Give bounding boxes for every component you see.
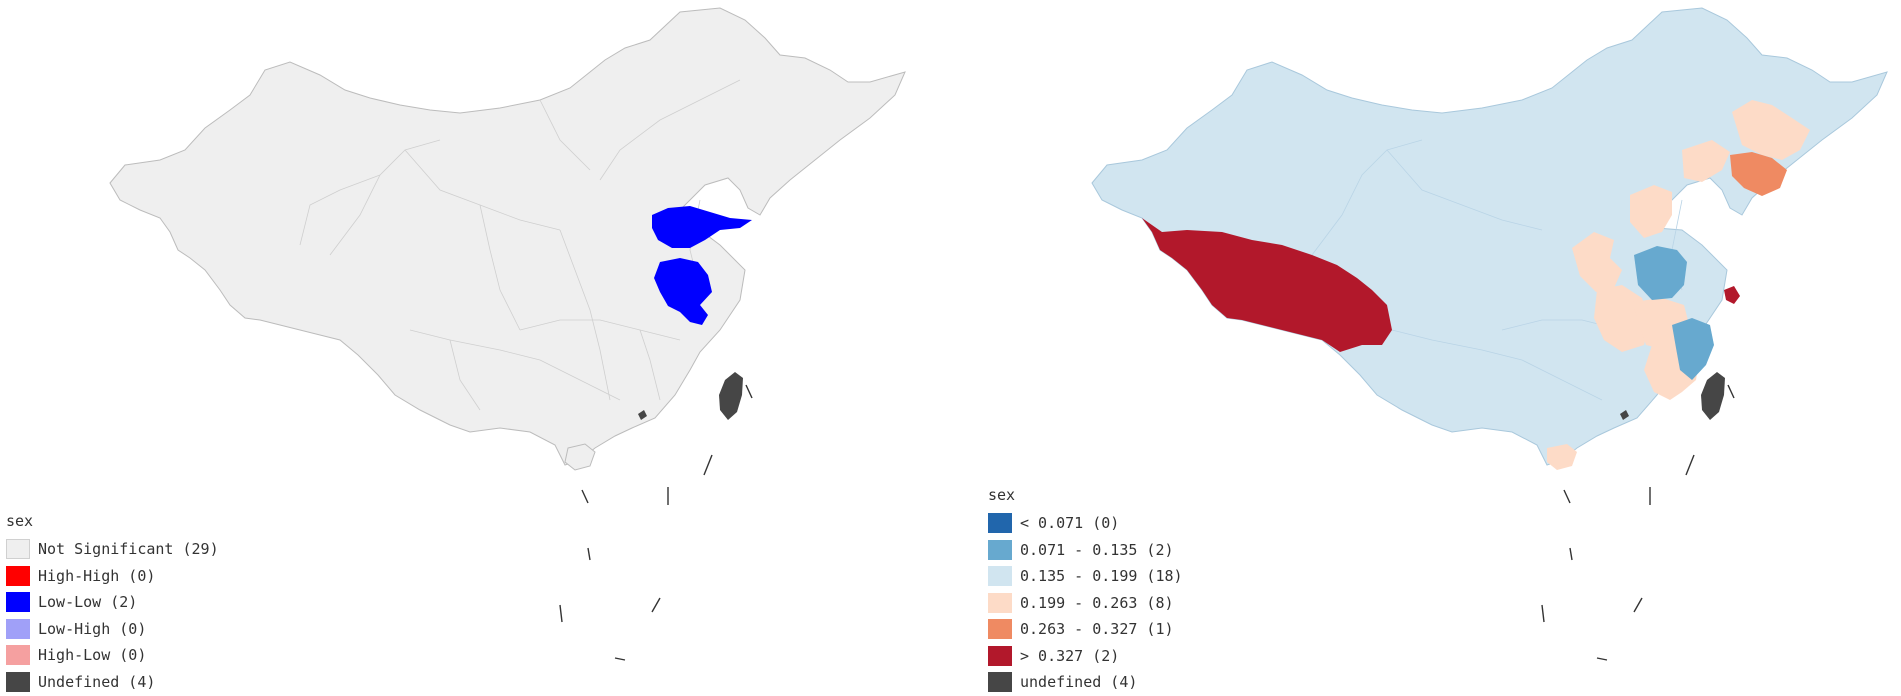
not-significant-region (109, 7, 906, 466)
legend-label: Low-Low (2) (38, 593, 138, 612)
legend-title: sex (6, 512, 34, 530)
legend-quantile: sex < 0.071 (0) 0.071 - 0.135 (2) 0.135 - … (988, 486, 1183, 696)
legend-item: 0.071 - 0.135 (2) (988, 537, 1183, 564)
legend-label: High-High (0) (38, 566, 156, 585)
legend-item: > 0.327 (2) (988, 643, 1183, 670)
legend-item: 0.199 - 0.263 (8) (988, 590, 1183, 617)
legend-item: Not Significant (29) (6, 536, 219, 563)
undefined-region-taiwan (719, 372, 743, 420)
legend-label: < 0.071 (0) (1020, 514, 1120, 533)
legend-item: High-High (0) (6, 563, 219, 590)
region-0071-0135-henan (1634, 246, 1687, 300)
legend-item: < 0.071 (0) (988, 510, 1183, 537)
legend-label: Undefined (4) (38, 672, 156, 691)
legend-title: sex (988, 486, 1016, 504)
region-0071-0135-jiangxi (1672, 318, 1714, 380)
legend-item: High-Low (0) (6, 642, 219, 669)
legend-swatch (6, 592, 30, 613)
legend-swatch (6, 645, 30, 666)
low-low-region-shandong (652, 206, 752, 248)
undefined-region-hongkong (638, 410, 647, 420)
legend-items: Not Significant (29) High-High (0) Low-Low… (6, 536, 219, 695)
legend-swatch (988, 619, 1012, 640)
legend-swatch (988, 566, 1012, 587)
lisa-cluster-map (109, 7, 906, 661)
legend-swatch (988, 539, 1012, 560)
legend-label: 0.199 - 0.263 (8) (1020, 593, 1174, 612)
legend-item: 0.263 - 0.327 (1) (988, 616, 1183, 643)
region-0199-0263-gansu (1572, 232, 1622, 292)
legend-item: Low-Low (2) (6, 589, 219, 616)
hainan-region (564, 443, 596, 471)
province-borders (299, 79, 741, 411)
legend-swatch (6, 539, 30, 560)
low-low-region-henan (654, 258, 712, 325)
legend-label: Not Significant (29) (38, 540, 219, 559)
legend-label: 0.071 - 0.135 (2) (1020, 540, 1174, 559)
legend-label: Low-High (0) (38, 619, 147, 638)
quantile-choropleth-map (1091, 7, 1888, 661)
legend-label: > 0.327 (2) (1020, 646, 1120, 665)
legend-swatch (988, 645, 1012, 666)
legend-item: Undefined (4) (6, 669, 219, 696)
undefined-region-taiwan-right (1701, 372, 1725, 420)
legend-items: < 0.071 (0) 0.071 - 0.135 (2) 0.135 - 0.19… (988, 510, 1183, 696)
legend-label: 0.263 - 0.327 (1) (1020, 620, 1174, 639)
legend-lisa: sex Not Significant (29) High-High (0) Low… (6, 512, 219, 695)
region-0263-0327-liaoning (1730, 152, 1787, 196)
legend-item: undefined (4) (988, 669, 1183, 696)
region-0199-0263-shanxi (1630, 185, 1672, 238)
legend-swatch (988, 672, 1012, 693)
region-0199-0263-hainan (1547, 444, 1577, 470)
legend-swatch (988, 592, 1012, 613)
legend-item: Low-High (0) (6, 616, 219, 643)
undefined-region-hongkong-right (1620, 410, 1629, 420)
legend-swatch (6, 671, 30, 692)
legend-swatch (988, 513, 1012, 534)
region-gt-0327-shanghai (1724, 286, 1740, 304)
legend-label: 0.135 - 0.199 (18) (1020, 567, 1183, 586)
legend-swatch (6, 618, 30, 639)
legend-label: High-Low (0) (38, 646, 147, 665)
region-0199-0263-hebei (1682, 140, 1730, 182)
region-0199-0263-jilin (1732, 100, 1810, 160)
legend-item: 0.135 - 0.199 (18) (988, 563, 1183, 590)
legend-swatch (6, 565, 30, 586)
legend-label: undefined (4) (1020, 673, 1138, 692)
